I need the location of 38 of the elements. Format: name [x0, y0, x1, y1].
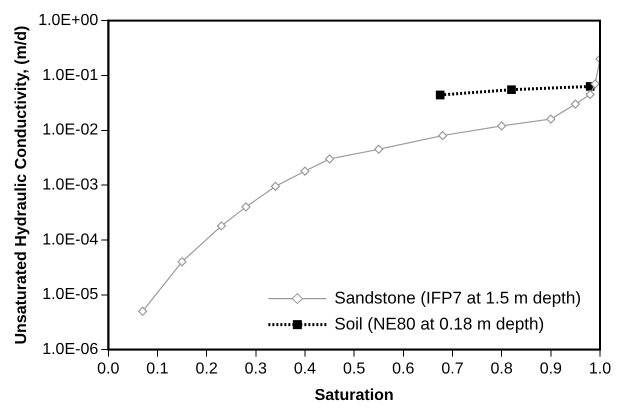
y-tick-label: 1.0E-05 [42, 286, 98, 304]
y-tick-label: 1.0E-04 [42, 231, 98, 248]
x-tick-label: 0.3 [244, 360, 267, 378]
point [507, 85, 516, 94]
x-tick-label: 1.0 [588, 360, 612, 378]
point [270, 182, 280, 191]
x-tick-label: 0.4 [294, 360, 316, 378]
x-tick-label: 0.1 [146, 360, 169, 378]
y-tick-label: 1.0E-01 [42, 66, 98, 84]
y-tick-label: 1.0E-06 [42, 341, 98, 358]
legend-label: Sandstone (IFP7 at 1.5 m depth) [334, 288, 582, 308]
legend-label: Soil (NE80 at 0.18 m depth) [334, 314, 544, 334]
x-tick-label: 0.5 [343, 360, 366, 378]
y-tick-label: 1.0E-02 [42, 122, 98, 139]
y-tick-label: 1.0E-03 [42, 176, 98, 194]
point [324, 154, 334, 164]
point [497, 121, 506, 131]
point [374, 144, 384, 154]
x-tick-label: 0.6 [392, 360, 415, 378]
point [438, 130, 448, 140]
point [570, 100, 580, 109]
y-tick-label: 1.0E+00 [38, 12, 98, 30]
x-tick-label: 0.9 [540, 360, 562, 378]
point [138, 306, 148, 316]
point [546, 114, 556, 124]
point [590, 79, 600, 89]
point [436, 90, 445, 100]
x-tick-label: 0.8 [490, 360, 513, 378]
x-tick-label: 0.7 [441, 360, 464, 378]
x-tick-label: 0.0 [97, 360, 120, 378]
x-tick-label: 0.2 [195, 360, 218, 378]
x-axis-title: Saturation [314, 386, 394, 404]
point [300, 166, 310, 176]
point [177, 257, 187, 266]
y-axis-title: Unsaturated Hydraulic Conductivity, (m/d) [13, 26, 30, 345]
point [586, 90, 595, 100]
point [241, 202, 251, 212]
point [216, 221, 226, 231]
